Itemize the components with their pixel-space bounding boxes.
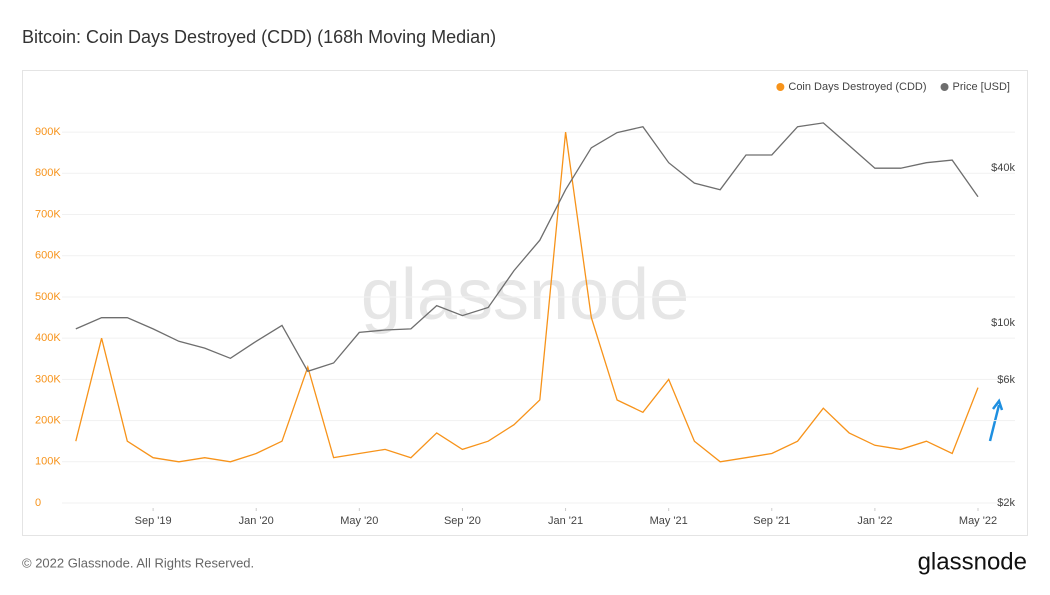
y2-tick-label: $6k <box>997 374 1015 386</box>
x-tick-label: May '21 <box>650 515 688 527</box>
y-tick-label: 300K <box>35 373 61 385</box>
y-tick-label: 200K <box>35 414 61 426</box>
x-tick-label: Sep '19 <box>135 515 172 527</box>
y-tick-label: 600K <box>35 250 61 262</box>
y2-tick-label: $10k <box>991 317 1015 329</box>
x-tick-label: Sep '20 <box>444 515 481 527</box>
x-tick-label: Sep '21 <box>753 515 790 527</box>
y-tick-label: 800K <box>35 167 61 179</box>
legend-label: Coin Days Destroyed (CDD) <box>788 81 926 93</box>
watermark: glassnode <box>361 255 689 335</box>
legend-label: Price [USD] <box>953 81 1010 93</box>
x-tick-label: Jan '22 <box>857 515 892 527</box>
y-tick-label: 0 <box>35 497 41 509</box>
logo: glassnode <box>918 548 1027 575</box>
legend-swatch <box>940 83 949 91</box>
y-tick-label: 400K <box>35 332 61 344</box>
chart-title: Bitcoin: Coin Days Destroyed (CDD) (168h… <box>22 27 496 47</box>
series-line <box>75 132 979 463</box>
legend-swatch <box>776 83 785 91</box>
annotation-arrow <box>988 398 1004 442</box>
y2-tick-label: $40k <box>991 162 1015 174</box>
series-line <box>75 122 979 373</box>
x-tick-label: May '22 <box>959 515 997 527</box>
y-tick-label: 100K <box>35 456 61 468</box>
footer: © 2022 Glassnode. All Rights Reserved. <box>22 555 254 570</box>
x-tick-label: May '20 <box>340 515 378 527</box>
y-tick-label: 900K <box>35 126 61 138</box>
y2-tick-label: $2k <box>997 497 1015 509</box>
y-tick-label: 500K <box>35 291 61 303</box>
x-tick-label: Jan '20 <box>239 515 274 527</box>
y-tick-label: 700K <box>35 208 61 220</box>
x-tick-label: Jan '21 <box>548 515 583 527</box>
chart-frame <box>22 70 1028 536</box>
